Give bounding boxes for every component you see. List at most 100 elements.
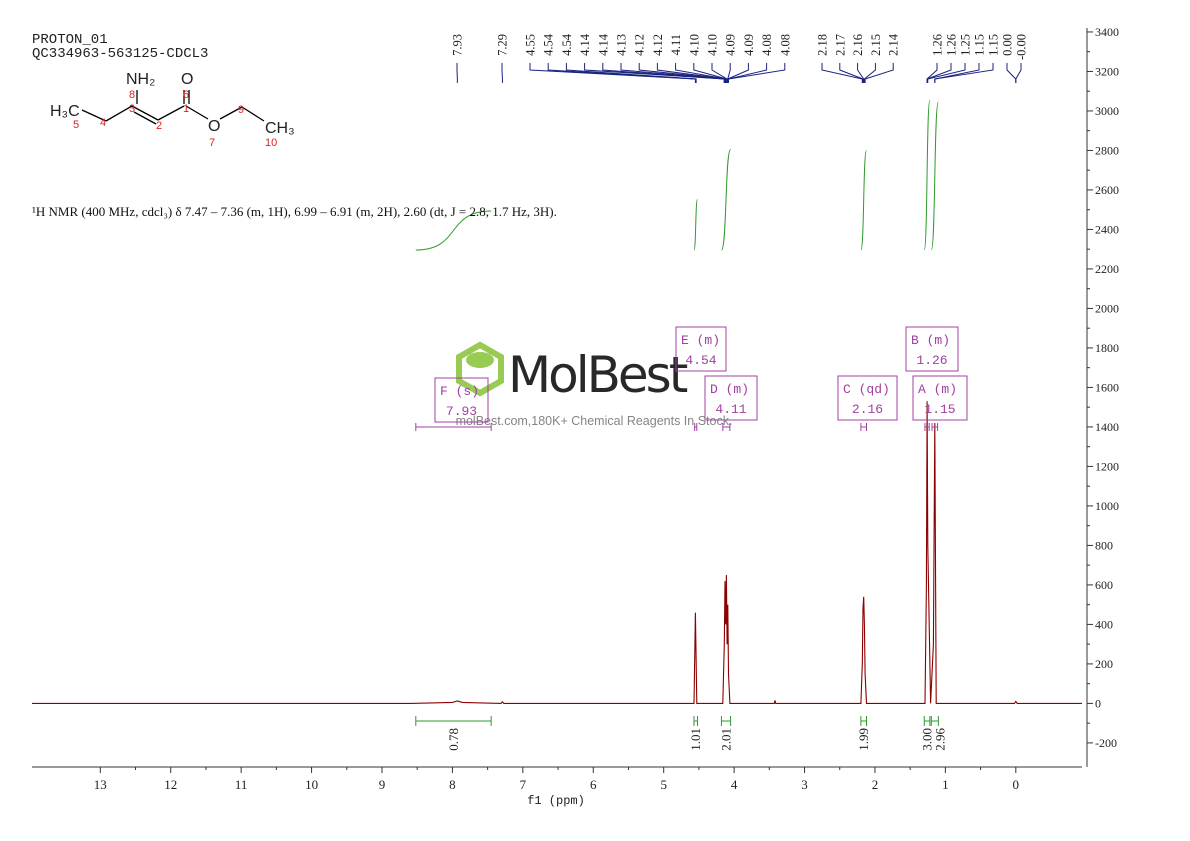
y-tick-label: 0 xyxy=(1095,696,1101,710)
x-tick-label: 6 xyxy=(590,777,597,792)
peak-label: 4.14 xyxy=(578,33,592,56)
multiplet-box xyxy=(704,375,758,421)
multiplet-name: F (s) xyxy=(440,384,479,399)
peak-label: 4.54 xyxy=(560,33,574,56)
peak-label: 4.55 xyxy=(524,34,538,56)
multiplet-shift: 7.93 xyxy=(446,404,477,419)
atom-label: NH₂ xyxy=(126,71,155,88)
multiplet-name: E (m) xyxy=(681,333,720,348)
multiplet-box xyxy=(675,326,727,372)
integral-curve xyxy=(720,149,732,251)
y-tick-label: 3400 xyxy=(1095,25,1119,39)
peak-connector xyxy=(1006,63,1017,83)
peak-label: 4.54 xyxy=(542,33,556,56)
x-axis-label: f1 (ppm) xyxy=(527,794,585,808)
multiplet-name: A (m) xyxy=(918,382,957,397)
x-tick-label: 0 xyxy=(1013,777,1020,792)
peak-label: 2.18 xyxy=(816,34,830,56)
y-tick-label: 3200 xyxy=(1095,64,1119,78)
x-tick-label: 7 xyxy=(520,777,527,792)
logo-icon xyxy=(456,341,504,397)
atom-number: 3 xyxy=(129,103,135,115)
x-tick-label: 1 xyxy=(942,777,949,792)
peak-connector xyxy=(547,63,697,83)
integral-label: 3.00 xyxy=(920,728,935,751)
peak-connector xyxy=(863,63,876,83)
integral-label: 1.99 xyxy=(856,728,871,751)
peak-connector xyxy=(864,63,894,83)
peak-label: 2.16 xyxy=(851,34,865,56)
atom-label: O xyxy=(181,71,193,88)
peak-label: 1.15 xyxy=(987,34,1001,56)
peak-connector xyxy=(857,63,865,83)
multiplet-box xyxy=(434,377,489,423)
peak-connector xyxy=(675,63,727,83)
peak-label: 4.08 xyxy=(760,34,774,56)
y-tick-label: 2600 xyxy=(1095,183,1119,197)
integral-label: 2.96 xyxy=(933,728,948,751)
multiplet-shift: 4.54 xyxy=(685,353,716,368)
y-tick-label: 2800 xyxy=(1095,143,1119,157)
peak-label: 4.09 xyxy=(724,34,738,56)
watermark-logo: MolBest xyxy=(508,346,688,404)
structure xyxy=(81,90,265,125)
atom-number: 4 xyxy=(100,117,106,129)
integral-curve xyxy=(860,150,867,251)
peak-label: 4.13 xyxy=(615,34,629,56)
peak-connector xyxy=(727,63,749,83)
peak-label: 7.29 xyxy=(496,34,510,56)
x-tick-label: 5 xyxy=(660,777,667,792)
peak-connector xyxy=(602,63,725,83)
bond xyxy=(133,111,157,125)
peak-label: 1.26 xyxy=(945,34,959,56)
multiplet-box xyxy=(905,326,959,372)
spectrum-line xyxy=(32,401,1082,704)
watermark: MolBest molBest.com,180K+ Chemical Reage… xyxy=(456,341,733,428)
x-tick-label: 10 xyxy=(305,777,318,792)
y-tick-label: 1000 xyxy=(1095,499,1119,513)
bond xyxy=(81,109,107,122)
nmr-description: ¹H NMR (400 MHz, cdcl₃) δ 7.47 – 7.36 (m… xyxy=(32,204,557,219)
y-tick-label: 2400 xyxy=(1095,222,1119,236)
multiplet-shift: 1.26 xyxy=(916,353,947,368)
integral-label: 0.78 xyxy=(446,728,461,751)
y-tick-label: 1600 xyxy=(1095,380,1119,394)
y-tick-label: 3000 xyxy=(1095,104,1119,118)
y-tick-label: 800 xyxy=(1095,538,1113,552)
peak-connector xyxy=(711,63,728,83)
watermark-text: molBest.com,180K+ Chemical Reagents In S… xyxy=(456,414,733,428)
integral-curve xyxy=(930,101,939,251)
peak-connector xyxy=(727,63,786,83)
peak-connector xyxy=(926,63,938,83)
atom-number: 1 xyxy=(183,103,189,115)
atom-label: O xyxy=(208,118,220,135)
atom-number: 8 xyxy=(129,89,135,101)
peak-label: 2.15 xyxy=(869,34,883,56)
y-tick-label: 600 xyxy=(1095,578,1113,592)
y-tick-label: 2000 xyxy=(1095,301,1119,315)
peak-label: 4.10 xyxy=(706,34,720,56)
integral-curve xyxy=(923,99,931,251)
y-tick-label: 400 xyxy=(1095,617,1113,631)
peak-connector xyxy=(839,63,864,83)
peak-label: 4.14 xyxy=(596,33,610,56)
y-tick-label: 1800 xyxy=(1095,341,1119,355)
peak-label: 4.08 xyxy=(778,34,792,56)
x-tick-label: 12 xyxy=(164,777,177,792)
peak-label: 1.25 xyxy=(959,34,973,56)
x-tick-label: 3 xyxy=(801,777,808,792)
atom-number: 6 xyxy=(183,89,189,101)
peak-label: 7.93 xyxy=(451,34,465,56)
integral-curve xyxy=(693,199,698,251)
y-tick-label: 2200 xyxy=(1095,262,1119,276)
atom-number: 9 xyxy=(238,104,244,116)
y-tick-label: 1200 xyxy=(1095,459,1119,473)
peak-label: 0.00 xyxy=(1001,34,1015,56)
peak-connector xyxy=(1015,63,1022,83)
atom-number: 5 xyxy=(73,119,79,131)
bond xyxy=(185,105,209,120)
multiplet-box xyxy=(912,375,968,421)
atom-number: 2 xyxy=(156,120,162,132)
